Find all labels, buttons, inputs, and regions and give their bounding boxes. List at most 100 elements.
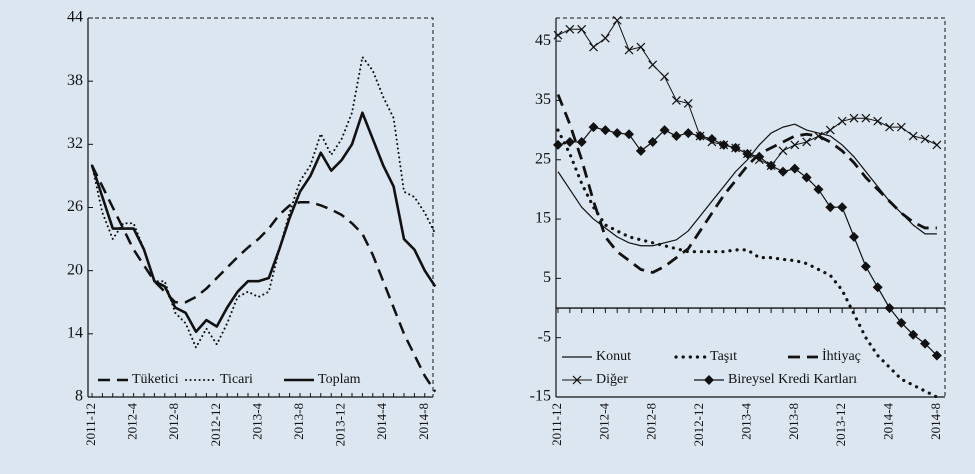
marker-x — [600, 33, 610, 43]
series-line — [90, 111, 437, 334]
marker-diamond — [564, 136, 575, 147]
marker-diamond — [860, 261, 871, 272]
marker-diamond — [671, 131, 682, 142]
x-tick-label: 2014-4 — [374, 403, 389, 440]
y-tick-label: 25 — [535, 150, 551, 167]
marker-x — [648, 60, 658, 70]
marker-x — [814, 131, 823, 141]
marker-diamond — [742, 148, 753, 159]
series-line — [557, 19, 938, 167]
marker-x — [790, 140, 800, 150]
x-tick-label: 2012-8 — [644, 403, 659, 440]
series-line — [90, 164, 437, 393]
marker-diamond — [849, 231, 859, 242]
legend-label: Taşıt — [710, 349, 737, 364]
marker-diamond — [837, 202, 848, 213]
marker-diamond — [624, 129, 635, 140]
marker-diamond — [789, 163, 800, 174]
series-line — [557, 126, 938, 356]
marker-x — [612, 15, 622, 25]
marker-x — [920, 134, 930, 144]
x-tick-label: 2012-4 — [596, 403, 611, 440]
y-tick-label: 15 — [535, 210, 551, 227]
marker-diamond — [908, 329, 919, 340]
marker-diamond — [884, 303, 895, 314]
y-tick-label: 45 — [535, 32, 551, 49]
y-tick-label: -5 — [538, 328, 551, 345]
marker-x — [873, 116, 883, 126]
marker-x — [932, 140, 942, 150]
marker-diamond — [718, 139, 729, 150]
legend-label: Tüketici — [132, 372, 179, 387]
x-tick-label: 2012-4 — [125, 403, 140, 440]
marker-x — [660, 72, 669, 82]
x-tick-label: 2011-12 — [83, 403, 98, 446]
marker-diamond — [730, 142, 741, 153]
marker-x — [683, 98, 693, 108]
marker-diamond — [872, 282, 883, 293]
legend-label: Toplam — [318, 372, 361, 387]
y-tick-label: 14 — [67, 325, 83, 342]
y-tick-label: 44 — [67, 9, 83, 26]
marker-x — [849, 113, 859, 123]
marker-x — [565, 24, 575, 34]
marker-diamond — [600, 125, 611, 136]
y-tick-label: 26 — [67, 198, 83, 215]
series-line — [557, 123, 937, 247]
x-tick-label: 2013-12 — [333, 403, 348, 446]
y-tick-label: 20 — [67, 261, 83, 278]
marker-x — [778, 146, 788, 156]
marker-diamond — [777, 166, 788, 177]
y-tick-label: 32 — [67, 135, 83, 152]
series-line — [556, 93, 937, 274]
y-tick-label: 8 — [75, 388, 83, 405]
marker-diamond — [553, 139, 563, 150]
x-tick-label: 2014-4 — [881, 403, 896, 440]
marker-diamond — [647, 136, 658, 147]
x-tick-label: 2013-4 — [249, 403, 264, 440]
marker-diamond — [896, 317, 907, 328]
marker-x — [896, 122, 906, 132]
marker-diamond — [766, 160, 777, 171]
x-tick-label: 2012-12 — [691, 403, 706, 446]
marker-diamond — [635, 145, 646, 156]
x-tick-label: 2011-12 — [549, 403, 564, 446]
marker-diamond — [931, 350, 942, 361]
series-line — [91, 55, 437, 349]
marker-diamond — [659, 125, 670, 136]
x-tick-label: 2013-12 — [833, 403, 848, 446]
y-tick-label: -15 — [530, 388, 551, 405]
marker-diamond — [695, 131, 706, 142]
marker-x — [671, 96, 681, 105]
marker-x — [861, 113, 871, 123]
marker-x — [577, 24, 587, 34]
frame-dashed — [556, 17, 946, 397]
marker-x — [885, 122, 894, 132]
frame-dashed — [88, 17, 434, 397]
marker-diamond — [576, 136, 587, 147]
x-tick-label: 2013-4 — [738, 403, 753, 440]
marker-diamond — [754, 151, 765, 162]
legend-label: Bireysel Kredi Kartları — [728, 372, 857, 387]
marker-x — [553, 30, 563, 40]
marker-diamond — [825, 202, 836, 213]
marker-x — [825, 125, 835, 135]
marker-x — [636, 42, 646, 52]
y-tick-label: 5 — [543, 269, 551, 286]
marker-diamond — [588, 122, 599, 133]
x-tick-label: 2012-8 — [166, 403, 181, 440]
legend-label: İhtiyaç — [822, 348, 861, 364]
x-tick-label: 2013-8 — [786, 403, 801, 440]
marker-diamond — [683, 128, 694, 139]
y-tick-label: 35 — [535, 91, 551, 108]
marker-x — [908, 131, 918, 141]
marker-diamond — [706, 133, 717, 144]
legend-label: Diğer — [596, 372, 628, 387]
marker-diamond — [612, 128, 623, 139]
marker-diamond — [920, 338, 931, 349]
marker-diamond — [813, 184, 824, 195]
legend-label: Ticari — [220, 372, 253, 387]
x-tick-label: 2014-8 — [928, 403, 943, 440]
